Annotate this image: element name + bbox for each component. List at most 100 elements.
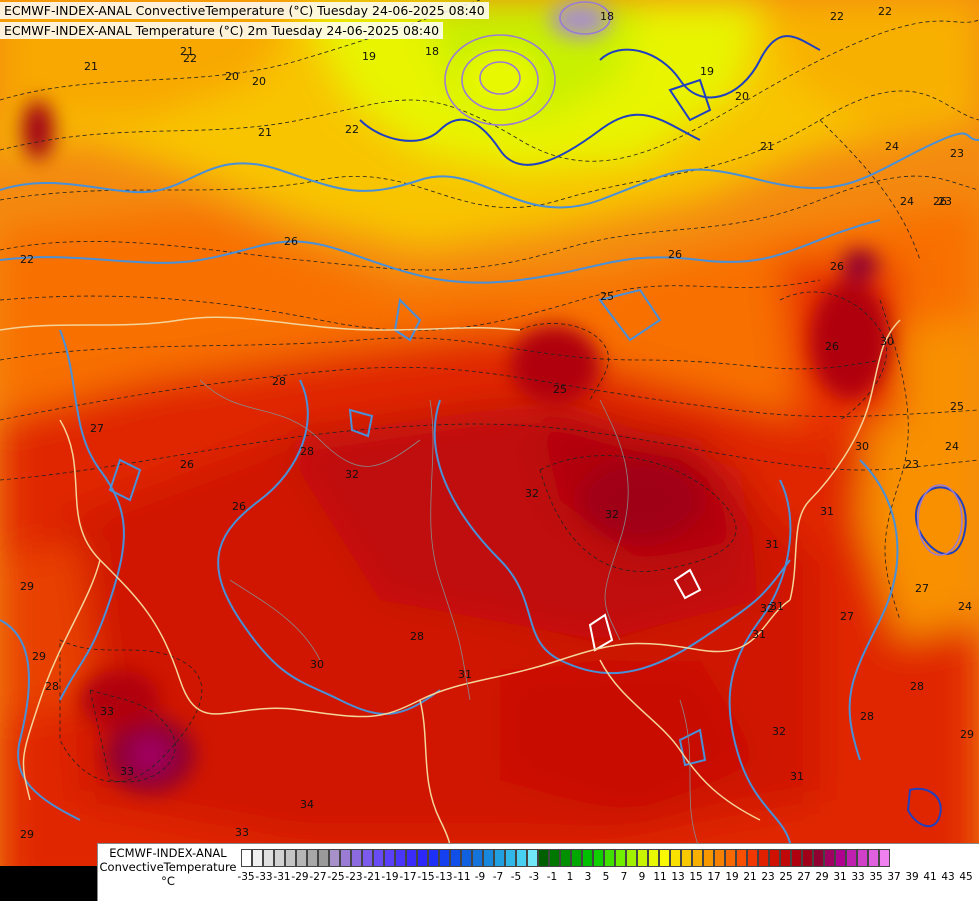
contour-label: 29 bbox=[32, 650, 46, 663]
legend-swatch bbox=[791, 849, 802, 867]
legend-title-line-1: ECMWF-INDEX-ANAL bbox=[109, 846, 227, 860]
legend-swatch bbox=[703, 849, 714, 867]
contour-label: 23 bbox=[938, 195, 952, 208]
map-title-line-1: ECMWF-INDEX-ANAL ConvectiveTemperature (… bbox=[0, 2, 489, 19]
contour-label: 28 bbox=[45, 680, 59, 693]
contour-label: 27 bbox=[90, 422, 104, 435]
legend-swatch bbox=[307, 849, 318, 867]
legend-swatch bbox=[747, 849, 758, 867]
legend-swatch bbox=[571, 849, 582, 867]
legend-tick-label: -23 bbox=[345, 871, 363, 883]
legend-swatch bbox=[461, 849, 472, 867]
contour-label: 26 bbox=[284, 235, 298, 248]
legend-tick-label: -29 bbox=[291, 871, 309, 883]
legend-swatch bbox=[340, 849, 351, 867]
no-data-area bbox=[0, 866, 97, 900]
legend-tick-label: 33 bbox=[851, 871, 865, 883]
legend-tick-label: 15 bbox=[689, 871, 703, 883]
legend-tick-label: -7 bbox=[492, 871, 504, 883]
contour-label: 30 bbox=[880, 335, 894, 348]
legend-swatch bbox=[428, 849, 439, 867]
contour-label: 28 bbox=[300, 445, 314, 458]
contour-label: 26 bbox=[825, 340, 839, 353]
legend-swatch bbox=[802, 849, 813, 867]
legend-swatch bbox=[725, 849, 736, 867]
contour-label: 24 bbox=[900, 195, 914, 208]
contour-label: 19 bbox=[362, 50, 376, 63]
contour-label: 23 bbox=[905, 458, 919, 471]
legend-swatch bbox=[857, 849, 868, 867]
contour-label: 33 bbox=[100, 705, 114, 718]
contour-label: 31 bbox=[765, 538, 779, 551]
legend-tick-label: 21 bbox=[743, 871, 757, 883]
contour-label: 22 bbox=[830, 10, 844, 23]
legend-swatch bbox=[296, 849, 307, 867]
legend-swatch bbox=[736, 849, 747, 867]
legend-swatch bbox=[483, 849, 494, 867]
legend-swatch bbox=[659, 849, 670, 867]
legend-swatch bbox=[560, 849, 571, 867]
legend-tick-label: -17 bbox=[399, 871, 417, 883]
contour-label: 34 bbox=[300, 798, 314, 811]
contour-label: 20 bbox=[225, 70, 239, 83]
contour-label: 32 bbox=[772, 725, 786, 738]
contour-label: 18 bbox=[425, 45, 439, 58]
legend-swatch bbox=[395, 849, 406, 867]
legend-swatch bbox=[472, 849, 483, 867]
legend-tick-label: 1 bbox=[566, 871, 574, 883]
contour-label: 28 bbox=[272, 375, 286, 388]
legend-tick-label: -19 bbox=[381, 871, 399, 883]
legend-swatch bbox=[824, 849, 835, 867]
legend-swatch bbox=[384, 849, 395, 867]
contour-label: 21 bbox=[180, 45, 194, 58]
contour-label: 24 bbox=[885, 140, 899, 153]
legend-tick-label: 3 bbox=[584, 871, 592, 883]
legend-tick-label: 41 bbox=[923, 871, 937, 883]
legend-swatch bbox=[549, 849, 560, 867]
contour-label: 26 bbox=[933, 195, 947, 208]
legend-title-line-2: ConvectiveTemperature bbox=[99, 860, 237, 874]
legend-swatch bbox=[835, 849, 846, 867]
legend-swatch bbox=[318, 849, 329, 867]
legend-swatch bbox=[516, 849, 527, 867]
legend-tick-label: 27 bbox=[797, 871, 811, 883]
legend-swatch bbox=[769, 849, 780, 867]
contour-label: 31 bbox=[752, 628, 766, 641]
contour-label: 25 bbox=[553, 383, 567, 396]
contour-label: 19 bbox=[700, 65, 714, 78]
contour-label: 25 bbox=[950, 400, 964, 413]
legend-swatch bbox=[329, 849, 340, 867]
legend-swatch bbox=[626, 849, 637, 867]
contour-label: 31 bbox=[790, 770, 804, 783]
legend-swatch bbox=[527, 849, 538, 867]
contour-label: 23 bbox=[950, 147, 964, 160]
legend-swatch bbox=[241, 849, 252, 867]
contour-label: 30 bbox=[310, 658, 324, 671]
legend-tick-label: -33 bbox=[255, 871, 273, 883]
legend-tick-label: -3 bbox=[528, 871, 540, 883]
legend-swatch bbox=[637, 849, 648, 867]
legend-swatch bbox=[505, 849, 516, 867]
legend-swatch bbox=[417, 849, 428, 867]
legend-tick-label: 7 bbox=[620, 871, 628, 883]
legend-tick-label: -1 bbox=[546, 871, 558, 883]
legend-tick-label: 37 bbox=[887, 871, 901, 883]
contour-label: 32 bbox=[760, 602, 774, 615]
legend-tick-label: 35 bbox=[869, 871, 883, 883]
legend-tick-label: 13 bbox=[671, 871, 685, 883]
cold-convective-contours bbox=[359, 35, 967, 828]
contour-label: 31 bbox=[770, 600, 784, 613]
legend-swatch bbox=[373, 849, 384, 867]
legend-tick-label: -25 bbox=[327, 871, 345, 883]
legend-swatch bbox=[846, 849, 857, 867]
legend-swatch bbox=[285, 849, 296, 867]
contour-label: 28 bbox=[860, 710, 874, 723]
contour-label: 32 bbox=[345, 468, 359, 481]
contour-label: 21 bbox=[258, 126, 272, 139]
contour-label: 30 bbox=[855, 440, 869, 453]
contour-label: 24 bbox=[945, 440, 959, 453]
contour-label: 29 bbox=[20, 828, 34, 841]
legend-tick-label: 19 bbox=[725, 871, 739, 883]
contour-label: 20 bbox=[252, 75, 266, 88]
legend-swatch bbox=[681, 849, 692, 867]
